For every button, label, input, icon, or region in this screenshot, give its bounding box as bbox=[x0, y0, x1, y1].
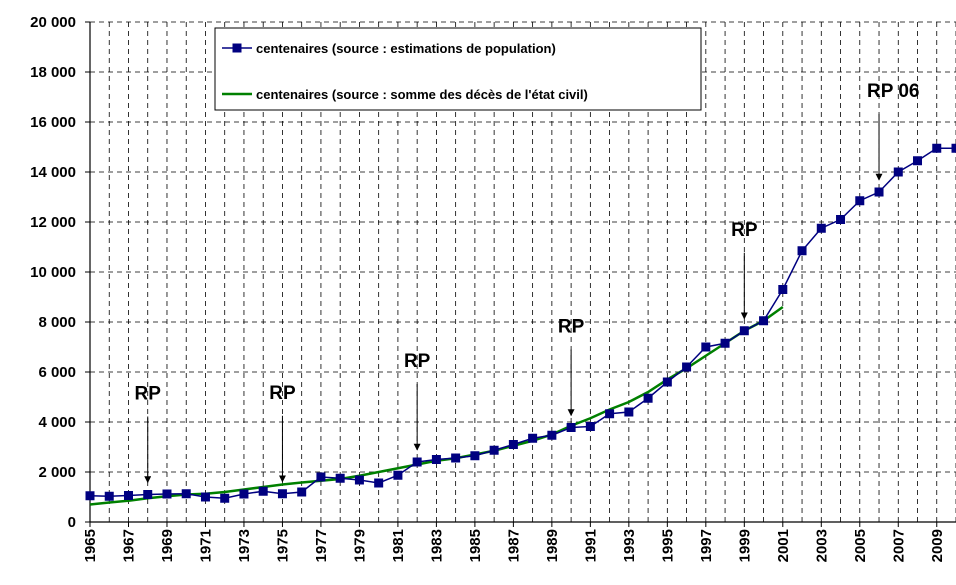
data-point bbox=[643, 393, 653, 403]
x-tick-label: 1989 bbox=[544, 529, 561, 562]
legend: centenaires (source : estimations de pop… bbox=[214, 27, 702, 111]
y-tick-label: 8 000 bbox=[38, 314, 76, 331]
data-point bbox=[913, 156, 923, 166]
data-point bbox=[220, 493, 230, 503]
x-tick-label: 2009 bbox=[929, 529, 946, 562]
data-point bbox=[470, 451, 480, 461]
data-point bbox=[547, 430, 557, 440]
data-point bbox=[508, 440, 518, 449]
x-tick-label: 1983 bbox=[428, 529, 445, 562]
data-point bbox=[335, 473, 345, 483]
series-line bbox=[89, 147, 956, 500]
y-tick-label: 2 000 bbox=[38, 464, 76, 481]
y-tick-label: 16 000 bbox=[30, 114, 76, 131]
x-tick-label: 2005 bbox=[852, 529, 869, 562]
x-tick-label: 2007 bbox=[890, 529, 907, 562]
data-point bbox=[143, 490, 153, 499]
x-tick-label: 1995 bbox=[659, 529, 676, 562]
data-point bbox=[316, 472, 326, 482]
y-tick-label: 0 bbox=[68, 514, 76, 531]
data-point bbox=[200, 492, 210, 502]
x-tick-label: 1975 bbox=[274, 529, 291, 562]
data-point bbox=[528, 433, 538, 443]
data-point bbox=[258, 486, 268, 496]
data-point bbox=[759, 316, 769, 326]
x-tick-label: 1977 bbox=[313, 529, 330, 562]
data-point bbox=[739, 326, 749, 336]
data-point bbox=[354, 475, 364, 485]
data-point bbox=[393, 470, 403, 480]
y-tick-label: 20 000 bbox=[30, 14, 76, 31]
data-point bbox=[451, 453, 461, 463]
data-point bbox=[932, 143, 942, 153]
x-tick-label: 1991 bbox=[582, 529, 599, 562]
data-point bbox=[162, 489, 172, 499]
data-point bbox=[797, 246, 807, 256]
data-point bbox=[605, 409, 615, 419]
data-point bbox=[297, 487, 307, 497]
data-point bbox=[412, 457, 422, 467]
data-point bbox=[682, 362, 692, 372]
data-point bbox=[816, 223, 826, 233]
data-point bbox=[701, 342, 711, 352]
data-point bbox=[624, 407, 634, 417]
x-tick-label: 1967 bbox=[120, 529, 137, 562]
data-point bbox=[374, 478, 384, 488]
legend-label: centenaires (source : estimations de pop… bbox=[256, 41, 556, 56]
y-tick-label: 4 000 bbox=[38, 414, 76, 431]
data-point bbox=[720, 338, 730, 348]
legend-marker bbox=[232, 43, 242, 53]
legend-box bbox=[214, 27, 702, 111]
x-tick-label: 1973 bbox=[236, 529, 253, 562]
x-tick-label: 1997 bbox=[698, 529, 715, 562]
x-tick-label: 1993 bbox=[621, 529, 638, 562]
y-tick-label: 18 000 bbox=[30, 64, 76, 81]
x-tick-label: 1969 bbox=[159, 529, 176, 562]
x-tick-label: 1971 bbox=[197, 529, 214, 562]
data-point bbox=[778, 285, 788, 294]
annotation: RP bbox=[135, 384, 162, 405]
annotation: RP bbox=[269, 383, 296, 404]
x-tick-label: 1981 bbox=[390, 529, 407, 562]
annotation: RP bbox=[731, 220, 758, 241]
x-tick-label: 1965 bbox=[82, 529, 99, 562]
x-tick-label: 1985 bbox=[467, 529, 484, 562]
data-point bbox=[566, 423, 576, 432]
y-tick-label: 6 000 bbox=[38, 364, 76, 381]
x-tick-label: 1979 bbox=[351, 529, 368, 562]
data-point bbox=[239, 489, 249, 499]
data-point bbox=[431, 455, 441, 464]
data-point bbox=[836, 215, 846, 224]
legend-label: centenaires (source : somme des décès de… bbox=[256, 87, 588, 102]
data-point bbox=[585, 422, 595, 431]
annotation: RP bbox=[558, 317, 585, 338]
y-tick-label: 14 000 bbox=[30, 164, 76, 181]
y-tick-label: 10 000 bbox=[30, 264, 76, 281]
data-point bbox=[893, 167, 903, 177]
x-tick-label: 1999 bbox=[736, 529, 753, 562]
data-point bbox=[951, 143, 956, 153]
data-point bbox=[277, 489, 287, 499]
data-point bbox=[874, 187, 884, 197]
data-point bbox=[123, 491, 133, 500]
y-tick-label: 12 000 bbox=[30, 214, 76, 231]
annotation: RP bbox=[404, 351, 431, 372]
x-tick-label: 2003 bbox=[813, 529, 830, 562]
data-point bbox=[104, 491, 114, 501]
data-point bbox=[489, 445, 499, 455]
data-point bbox=[181, 489, 191, 499]
data-point bbox=[855, 196, 865, 206]
x-tick-label: 1987 bbox=[505, 529, 522, 562]
data-point bbox=[85, 491, 95, 501]
x-tick-label: 2001 bbox=[775, 529, 792, 562]
data-point bbox=[662, 377, 672, 387]
annotation: RP 06 bbox=[867, 81, 919, 102]
